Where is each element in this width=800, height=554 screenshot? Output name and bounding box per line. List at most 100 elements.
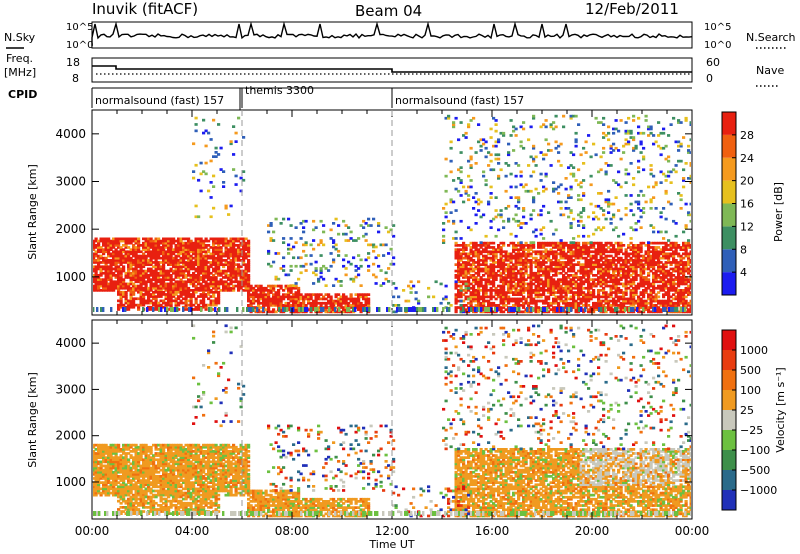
heatmap-cell: [599, 299, 603, 303]
heatmap-cell: [622, 291, 626, 294]
heatmap-cell: [257, 301, 261, 305]
heatmap-cell: [237, 274, 241, 277]
heatmap-cell: [167, 263, 171, 266]
heatmap-cell: [202, 274, 206, 277]
heatmap-cell: [154, 289, 158, 292]
heatmap-cell: [567, 261, 571, 264]
heatmap-cell: [547, 271, 551, 275]
heatmap-cell: [652, 252, 656, 256]
heatmap-cell: [284, 286, 288, 290]
heatmap-cell: [507, 299, 511, 303]
heatmap-cell: [529, 291, 533, 294]
heatmap-cell: [234, 276, 238, 279]
heatmap-cell: [149, 263, 153, 266]
heatmap-cell: [204, 284, 208, 288]
heatmap-cell: [99, 248, 103, 251]
heatmap-cell: [549, 265, 553, 269]
heatmap-cell: [387, 280, 391, 283]
heatmap-cell: [569, 241, 573, 244]
heatmap-cell: [389, 247, 393, 251]
heatmap-cell: [664, 280, 668, 284]
heatmap-cell: [659, 241, 663, 245]
heatmap-cell: [332, 310, 336, 314]
heatmap-cell: [449, 170, 453, 174]
heatmap-cell: [174, 246, 178, 249]
heatmap-cell: [149, 252, 153, 256]
heatmap-cell: [512, 263, 516, 266]
heatmap-cell: [502, 293, 506, 296]
heatmap-cell: [667, 297, 671, 301]
heatmap-cell: [682, 295, 686, 299]
heatmap-cell: [527, 310, 531, 314]
heatmap-cell: [212, 308, 216, 311]
heatmap-cell: [119, 280, 123, 284]
heatmap-cell: [102, 248, 106, 251]
heatmap-cell: [524, 267, 528, 271]
heatmap-cell: [624, 259, 628, 262]
heatmap-cell: [482, 293, 486, 296]
heatmap-cell: [109, 280, 113, 284]
heatmap-cell: [502, 271, 506, 275]
heatmap-cell: [294, 297, 298, 301]
heatmap-cell: [212, 261, 216, 264]
heatmap-cell: [594, 248, 598, 251]
heatmap-cell: [229, 261, 233, 264]
heatmap-cell: [567, 207, 571, 210]
heatmap-cell: [194, 244, 198, 247]
heatmap-cell: [579, 299, 583, 303]
heatmap-cell: [609, 265, 613, 269]
heatmap-cell: [537, 299, 541, 303]
heatmap-cell: [509, 299, 513, 303]
heatmap-cell: [469, 252, 473, 256]
heatmap-cell: [579, 284, 583, 288]
heatmap-cell: [689, 299, 691, 303]
heatmap-cell: [572, 174, 576, 178]
heatmap-cell: [117, 269, 121, 273]
heatmap-cell: [149, 241, 153, 245]
heatmap-cell: [544, 252, 548, 256]
heatmap-cell: [122, 280, 126, 284]
heatmap-cell: [537, 278, 541, 281]
heatmap-cell: [202, 250, 206, 254]
heatmap-cell: [232, 269, 236, 273]
heatmap-cell: [357, 301, 361, 305]
heatmap-cell: [172, 286, 176, 290]
heatmap-cell: [489, 295, 493, 299]
heatmap-cell: [137, 254, 141, 258]
heatmap-cell: [529, 280, 533, 284]
heatmap-cell: [559, 241, 563, 245]
heatmap-cell: [572, 276, 576, 279]
heatmap-cell: [529, 293, 533, 296]
heatmap-cell: [514, 263, 518, 266]
heatmap-cell: [162, 299, 166, 303]
heatmap-cell: [162, 256, 166, 260]
heatmap-cell: [174, 261, 178, 264]
heatmap-cell: [147, 301, 151, 305]
heatmap-cell: [512, 250, 516, 254]
heatmap-cell: [312, 282, 316, 285]
heatmap-cell: [202, 299, 206, 303]
heatmap-cell: [687, 278, 691, 281]
heatmap-cell: [577, 256, 581, 260]
heatmap-cell: [559, 291, 563, 294]
heatmap-cell: [214, 269, 218, 273]
heatmap-cell: [94, 265, 98, 269]
heatmap-cell: [209, 237, 213, 241]
heatmap-cell: [467, 254, 471, 258]
heatmap-cell: [337, 299, 341, 303]
heatmap-cell: [227, 286, 231, 290]
heatmap-cell: [164, 244, 168, 247]
heatmap-cell: [197, 305, 201, 309]
heatmap-cell: [674, 269, 678, 273]
heatmap-cell: [192, 290, 196, 294]
heatmap-cell: [509, 134, 513, 137]
heatmap-cell: [617, 248, 621, 251]
heatmap-cell: [469, 246, 473, 249]
heatmap-cell: [117, 276, 121, 279]
heatmap-cell: [169, 241, 173, 245]
heatmap-cell: [132, 282, 136, 286]
heatmap-cell: [124, 284, 128, 288]
heatmap-cell: [367, 264, 371, 268]
heatmap-cell: [217, 246, 221, 249]
heatmap-cell: [137, 303, 141, 307]
